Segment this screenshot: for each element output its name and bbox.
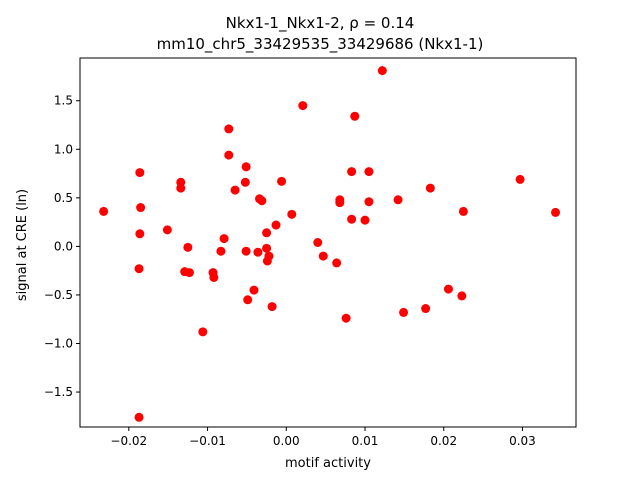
data-point — [224, 150, 234, 160]
data-point — [224, 124, 234, 134]
data-point — [184, 268, 194, 278]
data-point — [271, 220, 281, 230]
x-tick-label: 0.02 — [430, 434, 457, 448]
data-point — [135, 168, 145, 178]
data-point — [287, 209, 297, 219]
data-point — [216, 246, 226, 256]
chart-title-line-1: Nkx1-1_Nkx1-2, ρ = 0.14 — [226, 14, 415, 33]
data-point — [335, 198, 345, 208]
plot-area — [79, 57, 577, 428]
data-point — [253, 247, 263, 257]
data-point — [298, 101, 308, 111]
data-point — [377, 66, 387, 76]
data-point — [425, 183, 435, 193]
y-tick-label: −1.5 — [44, 385, 73, 399]
data-point — [134, 412, 144, 422]
data-point — [243, 295, 253, 305]
data-point — [198, 327, 208, 337]
chart-title-line-2: mm10_chr5_33429535_33429686 (Nkx1-1) — [157, 35, 484, 54]
data-point — [457, 291, 467, 301]
data-point — [267, 302, 277, 312]
x-axis: −0.02 −0.01 0.00 0.01 0.02 0.03 — [110, 427, 536, 448]
data-point — [183, 242, 193, 252]
y-tick-label: 0.0 — [54, 239, 73, 253]
data-point — [257, 196, 267, 206]
data-point — [249, 285, 259, 295]
data-point — [162, 225, 172, 235]
data-point — [551, 207, 561, 217]
y-axis-label: signal at CRE (ln) — [15, 189, 30, 301]
data-point — [176, 183, 186, 193]
data-point — [360, 215, 370, 225]
y-tick-label: −1.0 — [44, 336, 73, 350]
y-tick-label: −0.5 — [44, 288, 73, 302]
data-point — [347, 167, 357, 177]
data-point — [393, 195, 403, 205]
data-point — [341, 313, 351, 323]
x-tick-label: −0.02 — [110, 434, 147, 448]
y-tick-label: 0.5 — [54, 191, 73, 205]
data-point — [230, 185, 240, 195]
data-point — [347, 214, 357, 224]
x-axis-label: motif activity — [285, 456, 371, 471]
data-point — [318, 251, 328, 261]
data-point — [240, 177, 250, 187]
data-point — [364, 167, 374, 177]
data-points — [99, 66, 561, 422]
data-point — [241, 162, 251, 172]
data-point — [262, 243, 272, 253]
data-point — [332, 258, 342, 268]
plot-frame — [79, 57, 577, 428]
data-point — [136, 203, 146, 213]
data-point — [515, 174, 525, 184]
data-point — [219, 234, 229, 244]
x-tick-label: 0.01 — [352, 434, 379, 448]
data-point — [443, 284, 453, 294]
data-point — [350, 111, 360, 121]
data-point — [458, 206, 468, 216]
data-point — [421, 304, 431, 314]
data-point — [364, 197, 374, 207]
data-point — [241, 246, 251, 256]
data-point — [399, 307, 409, 317]
y-tick-label: 1.5 — [54, 94, 73, 108]
x-tick-label: −0.01 — [189, 434, 226, 448]
data-point — [277, 176, 287, 186]
y-axis: −1.5 −1.0 −0.5 0.0 0.5 1.0 1.5 — [44, 94, 80, 399]
data-point — [99, 206, 109, 216]
data-point — [264, 251, 274, 261]
data-point — [313, 238, 323, 247]
data-point — [262, 228, 272, 238]
x-tick-label: 0.03 — [509, 434, 536, 448]
x-tick-label: 0.00 — [273, 434, 300, 448]
data-point — [135, 229, 145, 239]
data-point — [134, 264, 144, 274]
data-point — [209, 272, 219, 282]
y-tick-label: 1.0 — [54, 142, 73, 156]
